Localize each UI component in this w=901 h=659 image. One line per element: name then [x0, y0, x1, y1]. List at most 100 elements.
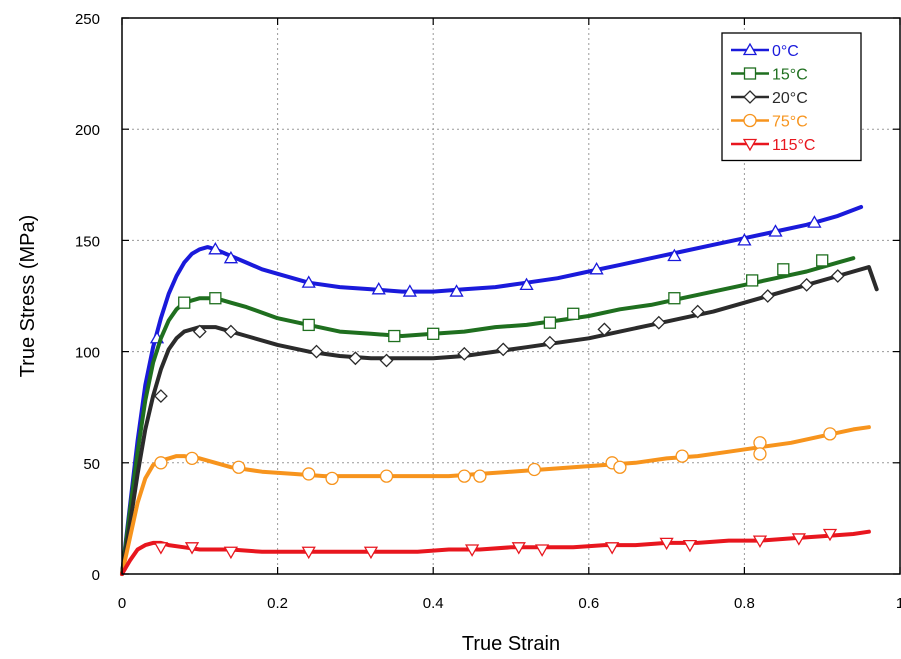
legend-marker — [742, 138, 758, 152]
data-point-15c — [178, 296, 191, 309]
legend-label: 115°C — [772, 137, 815, 154]
data-point-75c — [379, 469, 394, 483]
x-tick-label: 0.4 — [423, 595, 444, 612]
data-point-0c — [519, 277, 534, 291]
y-tick-label: 0 — [92, 567, 100, 584]
data-point-75c — [613, 460, 627, 474]
data-point-0c — [737, 233, 752, 246]
data-point-20c — [542, 335, 557, 350]
data-point-15c — [777, 263, 790, 276]
data-point-115c — [184, 542, 200, 555]
data-point-0c — [371, 282, 386, 295]
data-point-75c — [823, 427, 837, 441]
data-point-75c — [527, 462, 541, 477]
legend-entry-15c: 15°C — [731, 67, 808, 84]
data-point-0c — [807, 215, 822, 228]
x-axis-label: True Strain — [462, 633, 560, 655]
series-0c — [120, 205, 864, 576]
plot-frame — [121, 17, 901, 575]
data-point-20c — [690, 304, 705, 319]
data-point-15c — [388, 329, 401, 343]
legend-label: 20°C — [772, 90, 808, 107]
data-point-15c — [668, 292, 681, 305]
data-point-115c — [464, 544, 480, 557]
data-point-15c — [816, 254, 829, 267]
series-line-15c — [120, 256, 856, 576]
legend-label: 15°C — [772, 67, 808, 84]
data-point-115c — [511, 542, 526, 555]
data-point-75c — [473, 469, 487, 483]
data-point-20c — [830, 269, 845, 283]
y-tick-label: 100 — [75, 345, 100, 362]
data-point-0c — [402, 284, 417, 297]
data-point-115c — [223, 546, 239, 560]
data-point-15c — [543, 316, 557, 329]
legend-marker — [743, 113, 757, 128]
legend-entry-115c: 115°C — [731, 137, 815, 154]
data-point-20c — [760, 289, 775, 303]
data-point-75c — [232, 460, 246, 474]
series-20c — [120, 265, 879, 576]
legend-marker — [742, 42, 758, 56]
legend-marker — [743, 67, 757, 80]
legend-label: 0°C — [772, 43, 799, 60]
data-point-0c — [449, 284, 464, 297]
data-point-20c — [651, 315, 666, 330]
data-point-0c — [301, 275, 316, 288]
data-point-115c — [682, 539, 698, 553]
data-point-115c — [791, 533, 806, 546]
series-75c — [120, 425, 871, 576]
data-point-0c — [589, 262, 604, 275]
data-point-115c — [822, 528, 838, 542]
data-point-15c — [209, 292, 222, 305]
data-point-20c — [192, 324, 207, 339]
legend-entry-20c: 20°C — [731, 90, 808, 107]
data-point-115c — [659, 537, 674, 551]
data-point-115c — [153, 542, 169, 555]
data-point-20c — [457, 346, 472, 361]
axis-ticks: 0 0.2 0.4 0.6 0.8 1 0 50 100 150 200 250 — [75, 11, 901, 612]
series-115c — [120, 528, 871, 576]
data-point-115c — [534, 544, 550, 557]
data-point-20c — [799, 277, 814, 292]
x-tick-label: 0 — [118, 595, 126, 612]
data-point-75c — [457, 469, 471, 483]
data-point-15c — [427, 327, 440, 340]
legend: 0°C 15°C 20°C 75°C 115°C — [721, 32, 862, 162]
data-point-75c — [753, 447, 767, 461]
data-point-75c — [302, 467, 316, 481]
series-line-0c — [120, 205, 864, 576]
y-tick-label: 200 — [75, 122, 100, 139]
data-point-115c — [363, 546, 379, 560]
data-point-20c — [597, 322, 612, 337]
data-point-115c — [301, 546, 316, 560]
y-tick-label: 250 — [75, 11, 100, 28]
series-layer — [120, 205, 879, 576]
data-point-20c — [379, 353, 394, 368]
x-tick-label: 0.2 — [267, 595, 288, 612]
series-line-20c — [120, 265, 879, 576]
data-point-20c — [153, 389, 168, 403]
data-point-0c — [667, 248, 682, 262]
data-point-20c — [348, 351, 363, 366]
data-point-0c — [768, 224, 783, 237]
legend-entry-75c: 75°C — [731, 114, 808, 131]
data-point-75c — [154, 456, 168, 470]
data-point-0c — [208, 241, 223, 255]
data-point-20c — [309, 344, 324, 359]
x-tick-label: 0.8 — [734, 595, 755, 612]
legend-label: 75°C — [772, 114, 808, 131]
data-point-15c — [567, 307, 580, 320]
data-point-0c — [223, 250, 239, 264]
data-point-115c — [605, 542, 620, 555]
data-point-75c — [185, 451, 199, 466]
data-point-15c — [302, 318, 315, 332]
series-15c — [120, 254, 856, 576]
y-tick-label: 150 — [75, 233, 100, 250]
legend-entry-0c: 0°C — [731, 42, 799, 60]
legend-marker — [743, 90, 757, 104]
data-point-75c — [675, 449, 689, 463]
data-point-115c — [752, 535, 768, 548]
x-tick-label: 1 — [896, 595, 901, 612]
